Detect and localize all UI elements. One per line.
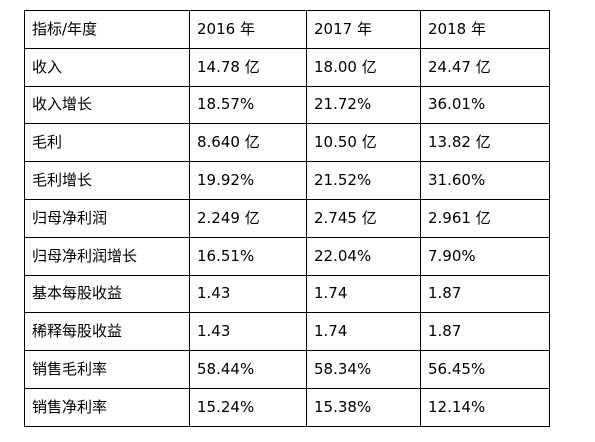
table-cell: 58.34% bbox=[306, 350, 421, 389]
table-cell: 13.82 亿 bbox=[420, 123, 550, 163]
table-cell: 22.04% bbox=[306, 236, 421, 276]
table-cell: 1.43 bbox=[189, 274, 307, 314]
table-cell: 7.90% bbox=[420, 236, 550, 276]
table-cell: 15.24% bbox=[189, 387, 307, 427]
table-cell: 58.44% bbox=[189, 350, 307, 389]
table-row: 基本每股收益 1.43 1.74 1.87 bbox=[24, 274, 550, 314]
table-row: 销售净利率 15.24% 15.38% 12.14% bbox=[24, 387, 550, 427]
table-row: 归母净利润 2.249 亿 2.745 亿 2.961 亿 bbox=[24, 198, 550, 238]
table-cell: 2.249 亿 bbox=[189, 198, 307, 238]
table-cell: 15.38% bbox=[306, 387, 421, 427]
row-label: 销售净利率 bbox=[24, 387, 190, 427]
table-cell: 2.961 亿 bbox=[420, 198, 550, 238]
table-row: 毛利 8.640 亿 10.50 亿 13.82 亿 bbox=[24, 123, 550, 163]
table-row: 稀释每股收益 1.43 1.74 1.87 bbox=[24, 312, 550, 352]
table-row: 毛利增长 19.92% 21.52% 31.60% bbox=[24, 161, 550, 200]
row-label: 收入 bbox=[24, 47, 190, 87]
table-cell: 1.74 bbox=[306, 312, 421, 352]
row-label: 毛利增长 bbox=[24, 161, 190, 200]
header-2016: 2016 年 bbox=[189, 10, 307, 49]
financial-table-container: 指标/年度 2016 年 2017 年 2018 年 收入 14.78 亿 18… bbox=[24, 10, 550, 427]
table-cell: 31.60% bbox=[420, 161, 550, 200]
row-label: 基本每股收益 bbox=[24, 274, 190, 314]
table-cell: 56.45% bbox=[420, 350, 550, 389]
table-row: 收入 14.78 亿 18.00 亿 24.47 亿 bbox=[24, 47, 550, 87]
table-cell: 18.57% bbox=[189, 85, 307, 125]
row-label: 归母净利润 bbox=[24, 198, 190, 238]
table-cell: 18.00 亿 bbox=[306, 47, 421, 87]
row-label: 归母净利润增长 bbox=[24, 236, 190, 276]
table-cell: 2.745 亿 bbox=[306, 198, 421, 238]
table-cell: 8.640 亿 bbox=[189, 123, 307, 163]
table-cell: 21.52% bbox=[306, 161, 421, 200]
financial-indicators-table: 指标/年度 2016 年 2017 年 2018 年 收入 14.78 亿 18… bbox=[24, 10, 550, 427]
row-label: 稀释每股收益 bbox=[24, 312, 190, 352]
table-cell: 1.74 bbox=[306, 274, 421, 314]
table-row: 归母净利润增长 16.51% 22.04% 7.90% bbox=[24, 236, 550, 276]
table-cell: 1.87 bbox=[420, 274, 550, 314]
table-row: 收入增长 18.57% 21.72% 36.01% bbox=[24, 85, 550, 125]
table-cell: 10.50 亿 bbox=[306, 123, 421, 163]
table-header-row: 指标/年度 2016 年 2017 年 2018 年 bbox=[24, 10, 550, 49]
table-cell: 16.51% bbox=[189, 236, 307, 276]
header-indicator-year: 指标/年度 bbox=[24, 10, 190, 49]
table-cell: 14.78 亿 bbox=[189, 47, 307, 87]
table-row: 销售毛利率 58.44% 58.34% 56.45% bbox=[24, 350, 550, 389]
table-cell: 24.47 亿 bbox=[420, 47, 550, 87]
table-cell: 36.01% bbox=[420, 85, 550, 125]
row-label: 毛利 bbox=[24, 123, 190, 163]
header-2017: 2017 年 bbox=[306, 10, 421, 49]
row-label: 销售毛利率 bbox=[24, 350, 190, 389]
header-2018: 2018 年 bbox=[420, 10, 550, 49]
table-cell: 21.72% bbox=[306, 85, 421, 125]
row-label: 收入增长 bbox=[24, 85, 190, 125]
table-cell: 1.87 bbox=[420, 312, 550, 352]
table-cell: 19.92% bbox=[189, 161, 307, 200]
table-cell: 1.43 bbox=[189, 312, 307, 352]
table-cell: 12.14% bbox=[420, 387, 550, 427]
